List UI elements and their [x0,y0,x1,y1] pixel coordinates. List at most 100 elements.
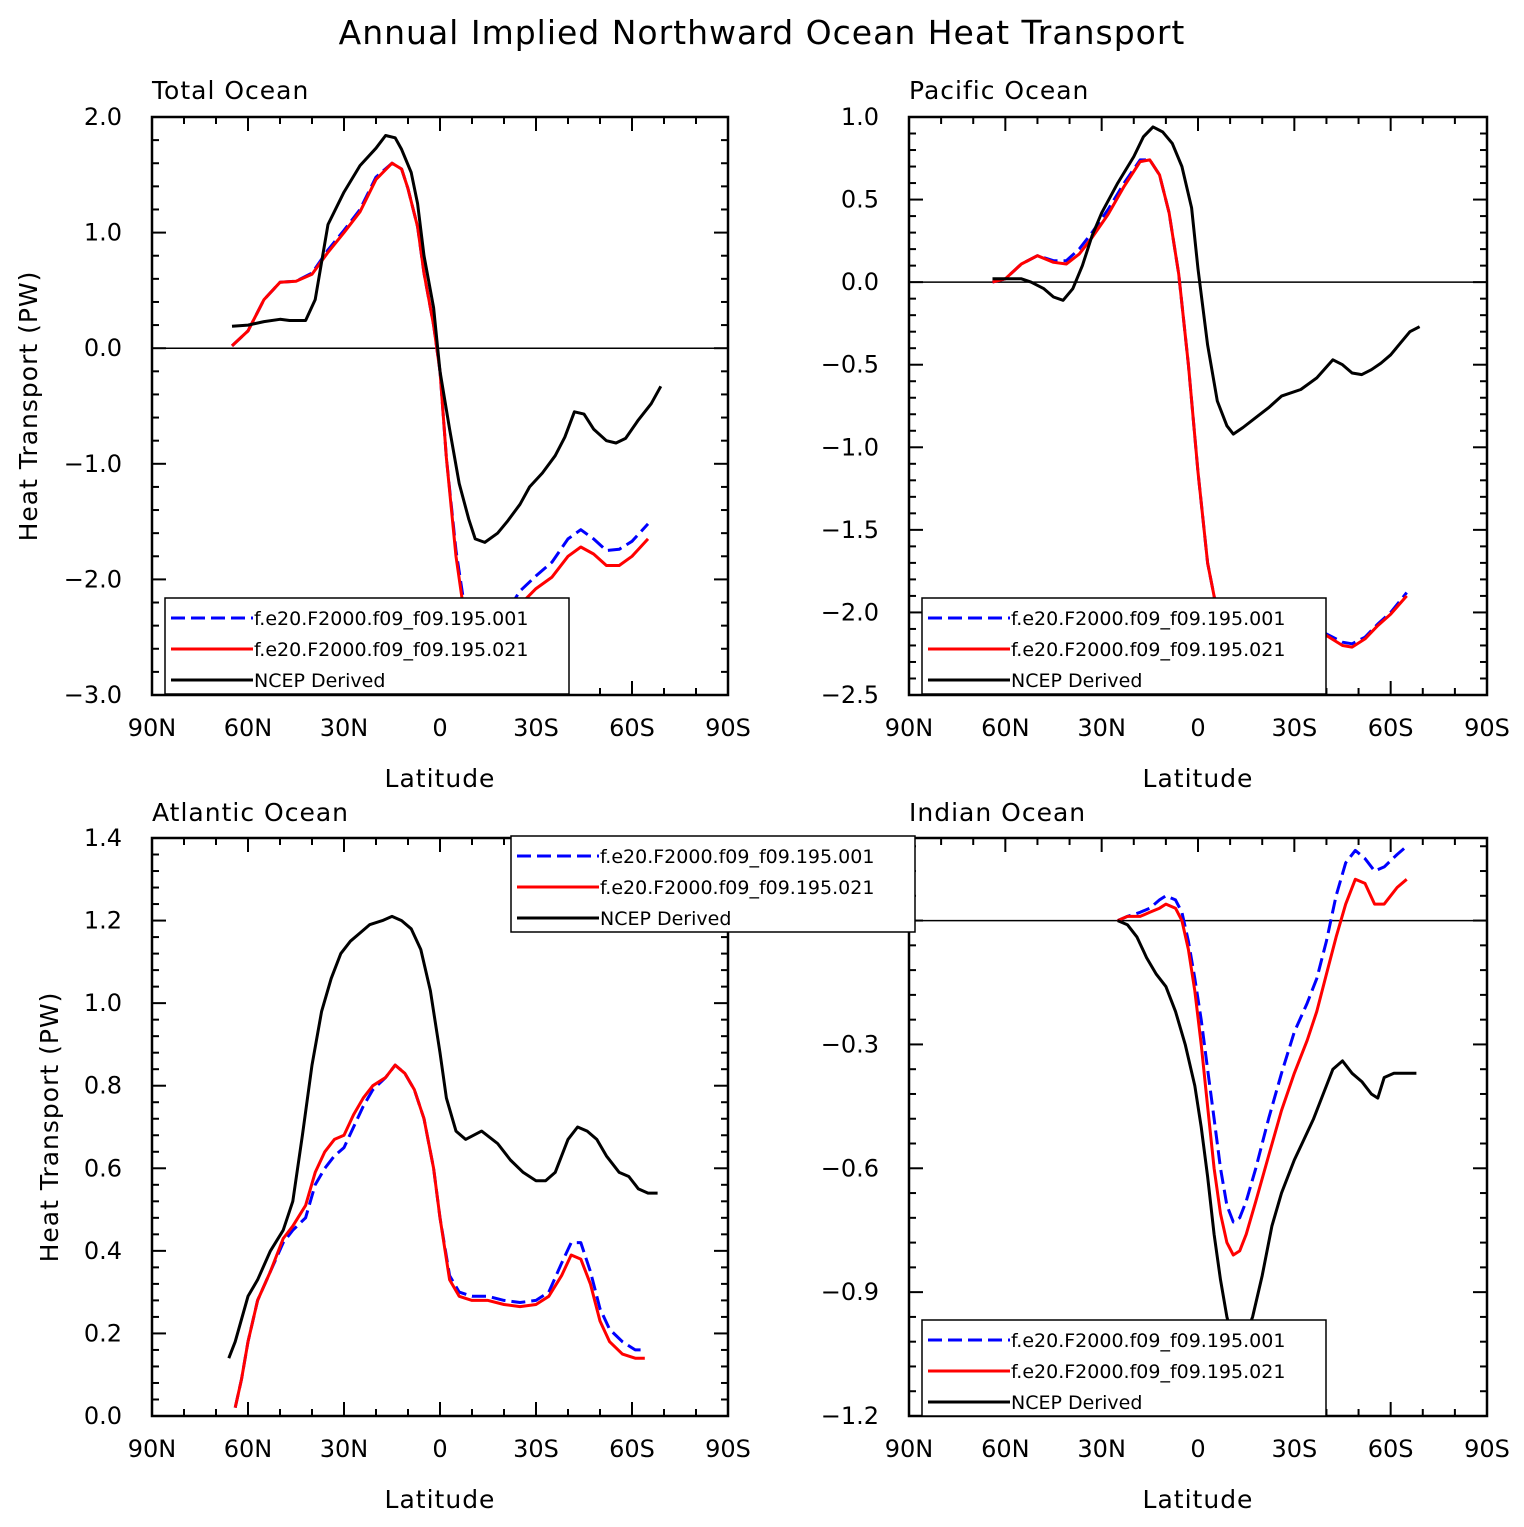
y-tick-label: 0.8 [84,1072,122,1100]
y-tick-label: 0.2 [84,1319,122,1347]
legend: f.e20.F2000.f09_f09.195.001 f.e20.F2000.f… [510,835,916,933]
x-axis-label: Latitude [1143,764,1254,793]
legend-box [164,597,570,695]
series-line [1117,919,1417,1352]
y-axis-label: Heat Transport (PW) [35,992,64,1263]
series-line [227,914,658,1359]
legend-label: NCEP Derived [600,908,731,930]
y-tick-label: −1.2 [821,1402,879,1430]
x-tick-label: 60S [1368,1435,1414,1463]
series-line [230,161,650,659]
x-tick-label: 60N [224,714,273,742]
panels: Total Ocean 90N 60N 30N 0 30S 60S 90S −3.0 −2.0 −1… [14,76,1510,1514]
panel-title: Pacific Ocean [909,76,1089,105]
x-tick-label: 30S [1271,1435,1317,1463]
x-tick-label: 0 [432,1435,447,1463]
x-axis-label: Latitude [385,1485,496,1514]
legend-label: f.e20.F2000.f09_f09.195.021 [1011,639,1285,661]
x-tick-label: 0 [432,714,447,742]
x-tick-label: 90S [1464,1435,1510,1463]
plot-frame [150,115,730,697]
x-tick-label: 30S [513,714,559,742]
y-axis-label: Heat Transport (PW) [14,271,43,542]
series-line [992,158,1408,646]
y-tick-label: 2.0 [84,103,122,131]
x-tick-label: 30N [1077,714,1126,742]
legend-box [510,835,916,933]
x-tick-label: 30N [1077,1435,1126,1463]
y-tick-label: −1.0 [64,450,122,478]
panel-4: Indian Ocean 90N 60N 30N 0 30S 60S 90S −1.2 −0.9 −… [821,798,1510,1514]
legend: f.e20.F2000.f09_f09.195.001 f.e20.F2000.f… [921,1319,1327,1417]
series-line [230,161,650,648]
y-tick-label: −2.0 [64,565,122,593]
panel-1: Total Ocean 90N 60N 30N 0 30S 60S 90S −3.0 −2.0 −1… [14,76,751,793]
legend-label: NCEP Derived [1011,1392,1142,1414]
y-tick-label: 0.0 [841,268,879,296]
x-axis-label: Latitude [385,764,496,793]
series-line [1117,877,1408,1257]
y-tick-label: −0.9 [821,1278,879,1306]
panel-3: Atlantic Ocean 90N 60N 30N 0 30S 60S 90S 0.0 0.2 0… [35,798,751,1514]
x-tick-label: 0 [1190,1435,1205,1463]
y-tick-label: −0.3 [821,1030,879,1058]
y-tick-label: −1.5 [821,516,879,544]
x-tick-label: 60S [1368,714,1414,742]
panel-title: Atlantic Ocean [152,798,349,827]
x-tick-label: 90S [705,1435,751,1463]
x-tick-label: 60N [981,714,1030,742]
x-tick-label: 30S [513,1435,559,1463]
x-tick-label: 0 [1190,714,1205,742]
y-tick-label: −0.6 [821,1154,879,1182]
y-tick-label: 1.4 [84,824,122,852]
x-tick-label: 60N [224,1435,273,1463]
series-line [1117,845,1408,1224]
x-tick-label: 30N [320,714,369,742]
legend-label: f.e20.F2000.f09_f09.195.001 [1011,1330,1285,1352]
y-tick-label: −0.5 [821,351,879,379]
y-tick-label: 0.0 [84,334,122,362]
legend-label: f.e20.F2000.f09_f09.195.001 [600,846,874,868]
x-tick-label: 30N [320,1435,369,1463]
series-line [992,158,1408,649]
y-tick-label: 0.0 [84,1402,122,1430]
series-line [231,134,663,544]
x-tick-label: 60N [981,1435,1030,1463]
y-tick-label: −1.0 [821,433,879,461]
series-line [233,1063,645,1409]
y-tick-label: −2.0 [821,598,879,626]
x-tick-label: 60S [609,1435,655,1463]
y-tick-label: −3.0 [64,681,122,709]
legend-label: f.e20.F2000.f09_f09.195.021 [254,639,528,661]
y-tick-label: 0.6 [84,1154,122,1182]
legend-label: f.e20.F2000.f09_f09.195.001 [1011,608,1285,630]
plot-frame [907,115,1489,697]
panel-title: Total Ocean [151,76,309,105]
legend-label: f.e20.F2000.f09_f09.195.021 [1011,1361,1285,1383]
x-tick-label: 90S [705,714,751,742]
x-tick-label: 90N [885,1435,934,1463]
y-tick-label: 1.0 [84,989,122,1017]
y-tick-label: 0.4 [84,1237,122,1265]
series-line [233,1063,645,1409]
x-tick-label: 90N [885,714,934,742]
legend: f.e20.F2000.f09_f09.195.001 f.e20.F2000.f… [164,597,570,695]
figure-title: Annual Implied Northward Ocean Heat Tran… [339,13,1186,52]
x-tick-label: 90N [128,1435,177,1463]
legend: f.e20.F2000.f09_f09.195.001 f.e20.F2000.f… [921,597,1327,695]
panel-2: Pacific Ocean 90N 60N 30N 0 30S 60S 90S −2.5 −2.0… [821,76,1510,793]
y-tick-label: 1.0 [841,103,879,131]
y-tick-label: 1.2 [84,907,122,935]
x-axis-label: Latitude [1143,1485,1254,1514]
series-line [992,125,1421,436]
x-tick-label: 60S [609,714,655,742]
legend-label: f.e20.F2000.f09_f09.195.001 [254,608,528,630]
y-tick-label: 0.5 [841,186,879,214]
legend-label: NCEP Derived [1011,670,1142,692]
legend-box [921,597,1327,695]
legend-label: f.e20.F2000.f09_f09.195.021 [600,877,874,899]
legend-label: NCEP Derived [254,670,385,692]
legend-box [921,1319,1327,1417]
x-tick-label: 30S [1271,714,1317,742]
